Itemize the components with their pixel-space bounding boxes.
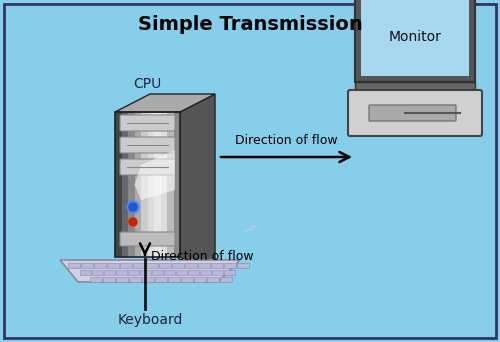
Polygon shape	[115, 94, 215, 112]
Bar	[224, 263, 235, 268]
Text: CPU: CPU	[133, 77, 161, 91]
Bar	[160, 112, 167, 257]
Bar	[237, 263, 248, 268]
Bar	[116, 270, 126, 275]
FancyBboxPatch shape	[120, 159, 175, 175]
Circle shape	[127, 201, 139, 213]
Bar	[92, 270, 102, 275]
Bar	[122, 112, 128, 257]
Bar	[141, 112, 148, 257]
Bar	[211, 263, 222, 268]
Bar	[142, 277, 154, 282]
Text: Monitor: Monitor	[388, 30, 442, 44]
Bar	[116, 277, 128, 282]
Bar	[355, 82, 475, 92]
Bar	[172, 263, 184, 268]
Bar	[212, 270, 222, 275]
FancyBboxPatch shape	[120, 115, 175, 131]
Bar	[174, 112, 180, 257]
Circle shape	[129, 218, 137, 226]
Bar	[361, 0, 469, 76]
Bar	[68, 263, 80, 268]
FancyBboxPatch shape	[120, 137, 175, 153]
Bar	[80, 270, 90, 275]
FancyBboxPatch shape	[120, 232, 175, 246]
Bar	[355, 0, 475, 82]
Bar	[120, 263, 132, 268]
Bar	[188, 270, 198, 275]
Bar	[103, 277, 115, 282]
Bar	[198, 263, 209, 268]
Bar	[140, 270, 150, 275]
Circle shape	[129, 203, 137, 211]
Bar	[115, 112, 180, 257]
Bar	[146, 263, 158, 268]
Bar	[128, 270, 138, 275]
Text: Keyboard: Keyboard	[118, 313, 182, 327]
Bar	[185, 263, 196, 268]
Bar	[115, 112, 121, 257]
Bar	[134, 112, 141, 257]
Bar	[181, 277, 192, 282]
Bar	[81, 263, 92, 268]
Bar	[107, 263, 118, 268]
Bar	[155, 277, 166, 282]
Text: Direction of flow: Direction of flow	[151, 250, 254, 263]
Bar	[167, 112, 173, 257]
Polygon shape	[60, 260, 240, 282]
Bar	[154, 112, 160, 257]
Polygon shape	[134, 150, 175, 200]
Bar	[224, 270, 234, 275]
Bar	[129, 277, 140, 282]
Bar	[152, 270, 162, 275]
Bar	[94, 263, 106, 268]
Bar	[148, 112, 154, 257]
Bar	[90, 277, 102, 282]
Polygon shape	[180, 94, 215, 275]
FancyBboxPatch shape	[348, 90, 482, 136]
Bar	[176, 270, 186, 275]
Bar	[104, 270, 115, 275]
Text: Simple Transmission: Simple Transmission	[138, 14, 362, 34]
FancyBboxPatch shape	[369, 105, 456, 121]
Bar	[164, 270, 174, 275]
Bar	[168, 277, 179, 282]
Bar	[194, 277, 205, 282]
Bar	[220, 277, 232, 282]
Bar	[159, 263, 170, 268]
Bar	[133, 263, 144, 268]
Bar	[207, 277, 218, 282]
Bar	[128, 112, 134, 257]
Bar	[200, 270, 210, 275]
Text: Direction of flow: Direction of flow	[234, 134, 338, 147]
